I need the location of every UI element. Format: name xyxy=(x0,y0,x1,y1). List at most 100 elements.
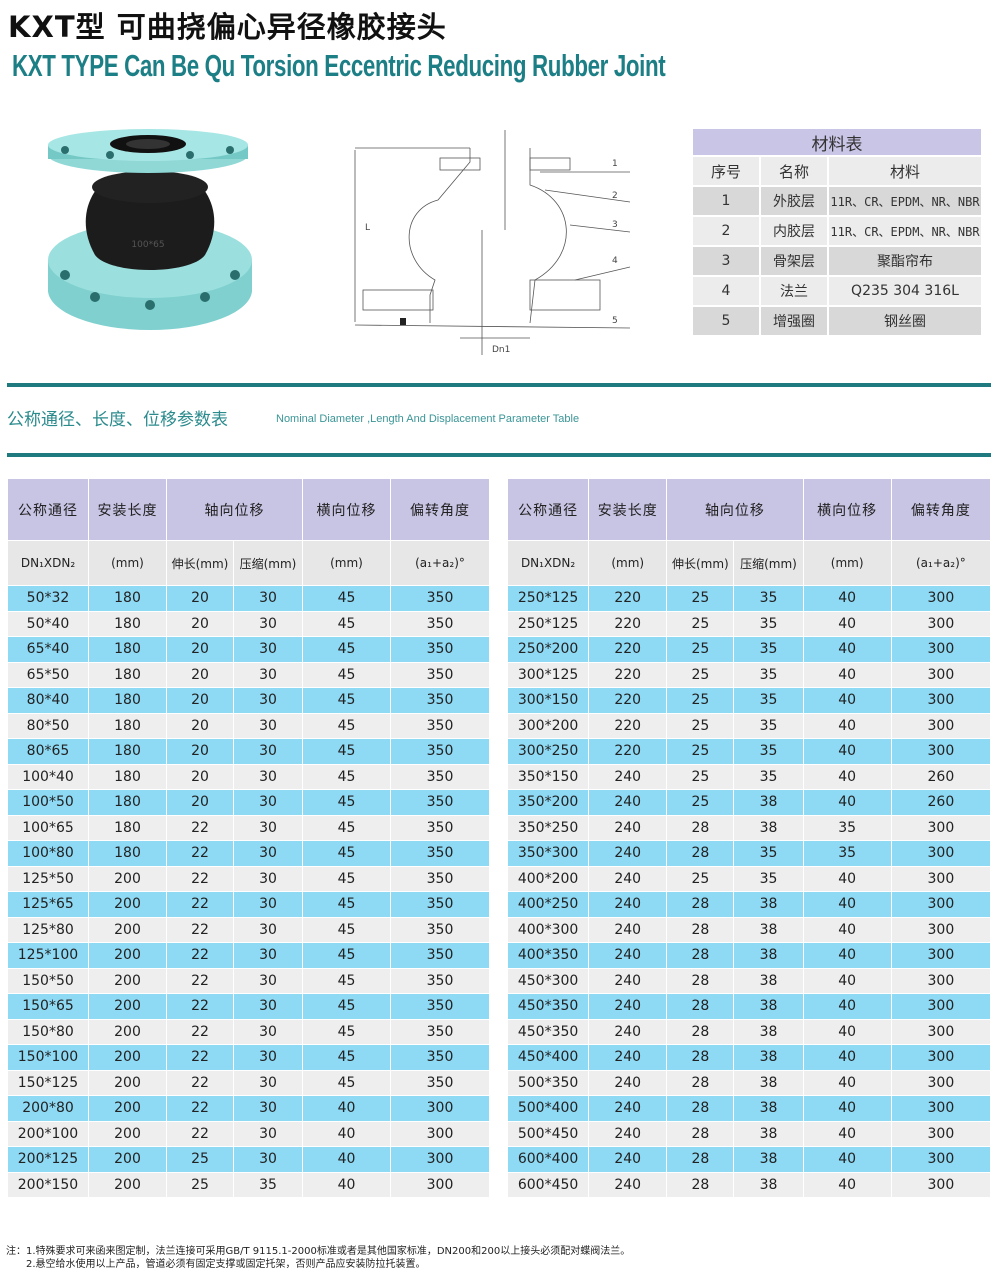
table-cell: 25 xyxy=(666,763,735,790)
table-header-row: 公称通径 安装长度 轴向位移 横向位移 偏转角度 xyxy=(506,478,992,541)
table-cell: 35 xyxy=(733,610,804,637)
table-cell: 300 xyxy=(890,1044,992,1071)
table-cell: 30 xyxy=(233,687,303,714)
table-cell: 30 xyxy=(233,993,303,1020)
table-cell: 240 xyxy=(588,840,668,867)
table-cell: 350 xyxy=(390,610,490,637)
table-row: 350*200 240 25 38 40 260 xyxy=(506,789,992,816)
table-cell: 45 xyxy=(302,942,391,969)
table-row: 300*200 220 25 35 40 300 xyxy=(506,712,992,739)
table-cell: 45 xyxy=(302,1044,391,1071)
table-row: 100*40 180 20 30 45 350 xyxy=(7,763,490,790)
table-cell: 150*100 xyxy=(7,1044,89,1071)
table-cell: 300 xyxy=(890,1069,992,1096)
table-cell: 40 xyxy=(802,1095,892,1122)
divider xyxy=(7,383,991,387)
table-cell: 22 xyxy=(166,1018,234,1045)
table-cell: 300 xyxy=(890,840,992,867)
table-row: 250*125 220 25 35 40 300 xyxy=(506,610,992,637)
table-subheader-row: DN₁XDN₂ (mm) 伸长(mm) 压缩(mm) (mm) (a₁+a₂)° xyxy=(506,540,992,586)
table-cell: 45 xyxy=(302,763,391,790)
table-cell: 35 xyxy=(733,636,804,663)
table-cell: 22 xyxy=(166,814,234,841)
table-cell: 40 xyxy=(302,1120,391,1147)
table-cell: 150*125 xyxy=(7,1069,89,1096)
table-cell: 25 xyxy=(666,738,735,765)
table-row: 125*80 200 22 30 45 350 xyxy=(7,916,490,943)
table-row: 400*350 240 28 38 40 300 xyxy=(506,942,992,969)
divider xyxy=(7,453,991,457)
table-row: 65*50 180 20 30 45 350 xyxy=(7,661,490,688)
table-row: 500*350 240 28 38 40 300 xyxy=(506,1069,992,1096)
table-cell: 200*80 xyxy=(7,1095,89,1122)
table-cell: 38 xyxy=(733,789,804,816)
table-cell: 35 xyxy=(733,687,804,714)
column-subheader: (mm) xyxy=(88,540,167,586)
table-cell: 125*65 xyxy=(7,891,89,918)
table-cell: 240 xyxy=(588,1018,668,1045)
table-cell: 450*400 xyxy=(506,1044,590,1071)
table-cell: 45 xyxy=(302,967,391,994)
table-cell: 45 xyxy=(302,916,391,943)
table-cell: 350 xyxy=(390,993,490,1020)
table-cell: 40 xyxy=(802,1018,892,1045)
table-cell: 180 xyxy=(88,712,167,739)
table-cell: 350 xyxy=(390,1018,490,1045)
table-cell: 350 xyxy=(390,738,490,765)
table-cell: 300 xyxy=(890,687,992,714)
table-cell: 30 xyxy=(233,585,303,612)
table-cell: 28 xyxy=(666,891,735,918)
table-cell: 240 xyxy=(588,1120,668,1147)
table-cell: 25 xyxy=(666,789,735,816)
table-cell: 28 xyxy=(666,1018,735,1045)
materials-cell: 钢丝圈 xyxy=(827,305,983,337)
table-row: 300*125 220 25 35 40 300 xyxy=(506,661,992,688)
table-cell: 30 xyxy=(233,840,303,867)
table-cell: 30 xyxy=(233,1120,303,1147)
table-row: 450*350 240 28 38 40 300 xyxy=(506,1018,992,1045)
table-cell: 30 xyxy=(233,1095,303,1122)
table-cell: 220 xyxy=(588,687,668,714)
table-cell: 240 xyxy=(588,916,668,943)
table-cell: 30 xyxy=(233,1044,303,1071)
table-cell: 200 xyxy=(88,1095,167,1122)
table-cell: 80*50 xyxy=(7,712,89,739)
table-cell: 350 xyxy=(390,916,490,943)
table-cell: 200 xyxy=(88,891,167,918)
column-subheader: 压缩(mm) xyxy=(233,540,303,586)
table-cell: 240 xyxy=(588,789,668,816)
table-cell: 600*450 xyxy=(506,1171,590,1198)
table-cell: 350 xyxy=(390,1069,490,1096)
section-subtitle: Nominal Diameter ,Length And Displacemen… xyxy=(276,413,580,425)
table-cell: 38 xyxy=(733,814,804,841)
dn1-label: Dn1 xyxy=(492,345,510,355)
table-row: 200*100 200 22 30 40 300 xyxy=(7,1120,490,1147)
materials-header: 名称 xyxy=(759,155,829,187)
table-cell: 180 xyxy=(88,789,167,816)
table-cell: 45 xyxy=(302,993,391,1020)
table-cell: 38 xyxy=(733,1044,804,1071)
table-cell: 38 xyxy=(733,1120,804,1147)
table-cell: 20 xyxy=(166,738,234,765)
table-row: 200*150 200 25 35 40 300 xyxy=(7,1171,490,1198)
table-cell: 450*350 xyxy=(506,993,590,1020)
notes: 注：1.特殊要求可来函来图定制，法兰连接可采用GB/T 9115.1-2000标… xyxy=(6,1245,630,1271)
materials-row: 5 增强圈 钢丝圈 xyxy=(691,305,983,337)
table-cell: 25 xyxy=(666,712,735,739)
table-cell: 600*400 xyxy=(506,1146,590,1173)
label-4: 4 xyxy=(612,256,618,266)
column-header: 公称通径 xyxy=(506,478,590,541)
table-cell: 40 xyxy=(802,738,892,765)
table-cell: 25 xyxy=(666,661,735,688)
table-cell: 100*40 xyxy=(7,763,89,790)
table-row: 600*450 240 28 38 40 300 xyxy=(506,1171,992,1198)
table-cell: 38 xyxy=(733,1018,804,1045)
materials-cell: 1 xyxy=(691,185,761,217)
table-cell: 400*350 xyxy=(506,942,590,969)
table-cell: 300 xyxy=(890,891,992,918)
table-cell: 40 xyxy=(802,763,892,790)
table-cell: 38 xyxy=(733,1171,804,1198)
table-cell: 65*50 xyxy=(7,661,89,688)
table-cell: 22 xyxy=(166,993,234,1020)
